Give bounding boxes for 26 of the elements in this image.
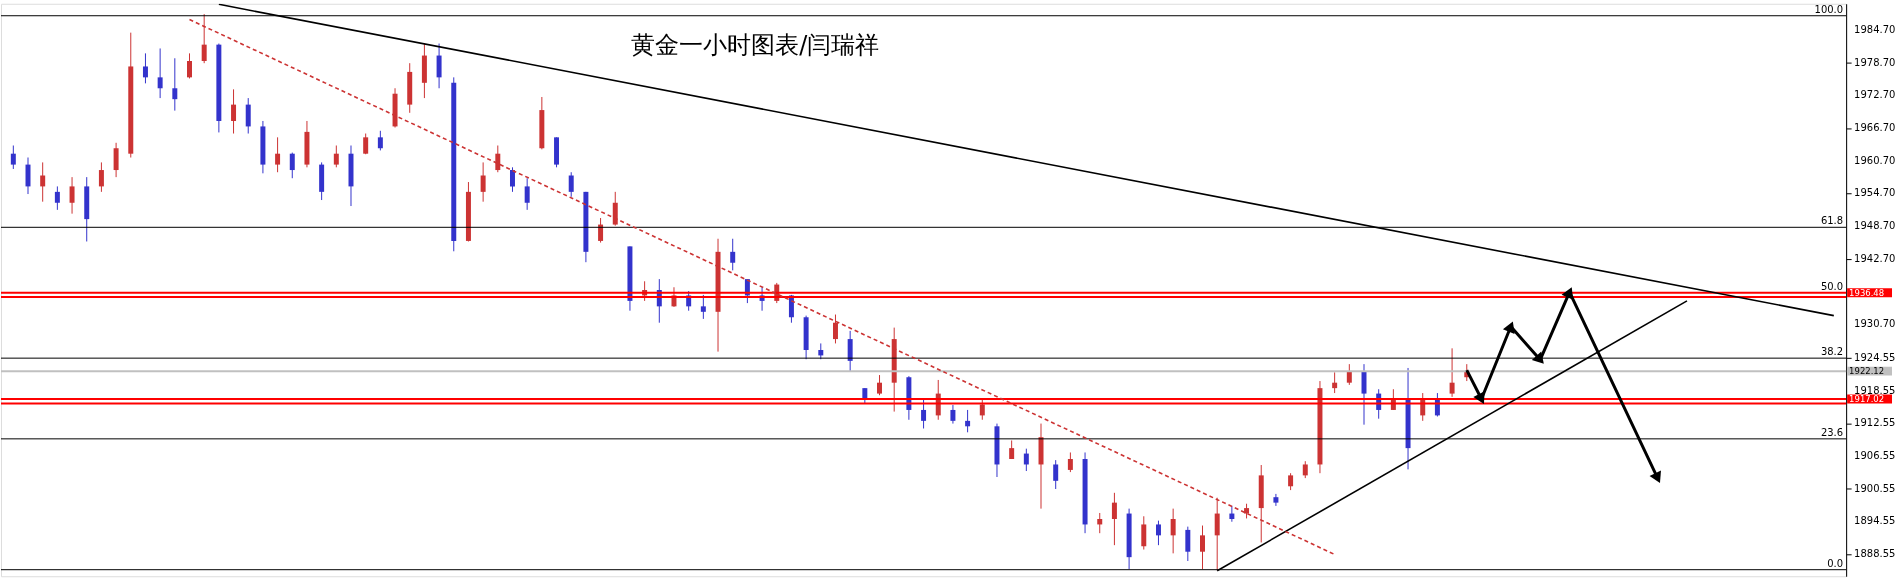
text: 黄金一小时图表/闫瑞祥 — [631, 30, 880, 59]
y-tick-label: 1966.70 — [1854, 122, 1896, 134]
annotation: 0.0 — [1827, 557, 1844, 569]
annotation: 61.8 — [1820, 215, 1844, 227]
annotation: 23.6 — [1820, 426, 1844, 438]
y-tick-label: 1906.55 — [1854, 450, 1896, 462]
y-tick-label: 1972.70 — [1854, 89, 1896, 101]
y-tick-label: 1888.55 — [1854, 548, 1896, 560]
y-tick-label: 1918.55 — [1854, 384, 1896, 396]
y-tick-label: 1912.55 — [1854, 417, 1896, 429]
ref-line-label: 1917.02 — [1849, 393, 1885, 404]
y-tick-label: 1900.55 — [1854, 482, 1896, 494]
y-tick-label: 1894.55 — [1854, 515, 1896, 527]
annotation: 38.2 — [1820, 346, 1844, 358]
ref-line-label: 1922.12 — [1849, 366, 1885, 377]
y-tick-label: 1930.70 — [1854, 318, 1896, 330]
y-tick-label: 1948.70 — [1854, 220, 1896, 232]
y-tick-label: 1984.70 — [1854, 23, 1896, 35]
ref-line-label: 1936.48 — [1849, 287, 1885, 298]
y-tick-label: 1942.70 — [1854, 252, 1896, 264]
annotation: 100.0 — [1814, 3, 1844, 15]
y-tick-label: 1960.70 — [1854, 154, 1896, 166]
annotation: 50.0 — [1820, 280, 1844, 292]
y-tick-label: 1954.70 — [1854, 187, 1896, 199]
y-tick-label: 1978.70 — [1854, 56, 1896, 68]
y-tick-label: 1924.55 — [1854, 351, 1896, 363]
